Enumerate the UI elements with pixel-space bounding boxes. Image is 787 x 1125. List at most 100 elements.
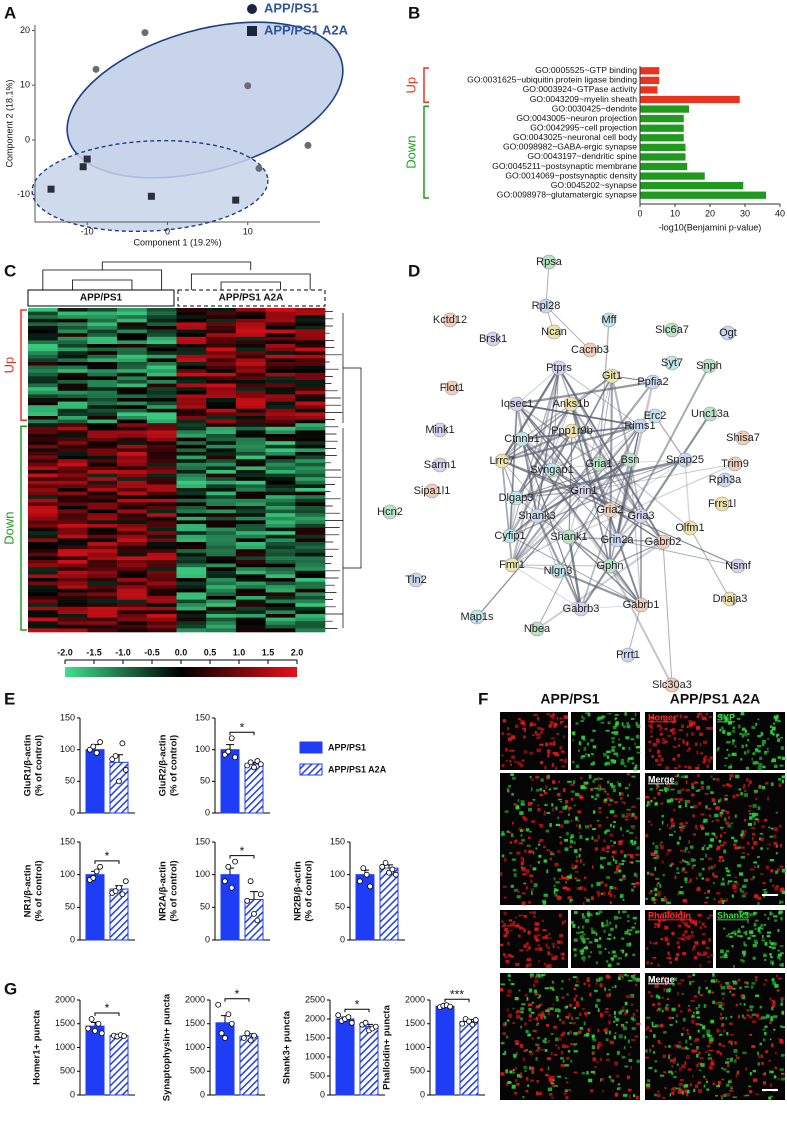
puncta bbox=[614, 871, 617, 873]
heatmap-cell bbox=[206, 430, 236, 434]
heatmap-cell bbox=[295, 589, 325, 593]
puncta bbox=[529, 931, 531, 935]
puncta bbox=[583, 717, 586, 720]
puncta bbox=[726, 1093, 730, 1097]
puncta bbox=[541, 975, 544, 978]
heatmap-cell bbox=[177, 474, 207, 478]
heatmap-cell bbox=[266, 567, 296, 571]
puncta bbox=[678, 946, 681, 949]
puncta bbox=[551, 1033, 554, 1035]
data-point bbox=[226, 749, 231, 754]
puncta bbox=[572, 924, 575, 928]
heatmap-cell bbox=[266, 538, 296, 542]
heatmap-cell bbox=[58, 337, 88, 341]
puncta bbox=[632, 1018, 636, 1021]
puncta bbox=[710, 756, 713, 759]
puncta bbox=[545, 1049, 548, 1052]
puncta bbox=[536, 789, 539, 792]
heatmap-cell bbox=[58, 448, 88, 452]
heatmap-cell bbox=[117, 423, 147, 427]
puncta bbox=[608, 952, 610, 954]
puncta bbox=[514, 873, 517, 877]
puncta bbox=[514, 761, 516, 763]
heatmap-cell bbox=[87, 492, 117, 496]
puncta bbox=[653, 1051, 655, 1054]
heatmap-cell bbox=[206, 621, 236, 625]
puncta bbox=[742, 951, 746, 954]
puncta bbox=[755, 1093, 759, 1095]
heatmap-cell bbox=[206, 463, 236, 467]
heatmap-cell bbox=[28, 614, 58, 618]
puncta bbox=[624, 854, 627, 857]
puncta bbox=[648, 991, 651, 993]
heatmap-cell bbox=[177, 416, 207, 420]
puncta bbox=[598, 1029, 600, 1032]
puncta bbox=[767, 847, 769, 849]
bar bbox=[640, 134, 684, 141]
puncta bbox=[539, 735, 541, 738]
data-point bbox=[248, 760, 253, 765]
heatmap-cell bbox=[28, 524, 58, 528]
heatmap-cell bbox=[177, 423, 207, 427]
puncta bbox=[726, 1032, 728, 1035]
heatmap-cell bbox=[177, 592, 207, 596]
heatmap-cell bbox=[28, 312, 58, 316]
node-label: Slc30a3 bbox=[652, 679, 692, 691]
heatmap-cell bbox=[147, 434, 177, 438]
puncta bbox=[708, 857, 712, 860]
heatmap-cell bbox=[147, 531, 177, 535]
puncta bbox=[728, 933, 730, 935]
heatmap-cell bbox=[177, 578, 207, 582]
puncta bbox=[678, 738, 681, 740]
puncta bbox=[726, 811, 729, 814]
puncta bbox=[723, 1094, 726, 1097]
y-tick-label: 500 bbox=[310, 1070, 325, 1080]
heatmap-cell bbox=[266, 387, 296, 391]
heatmap-cell bbox=[295, 391, 325, 395]
puncta bbox=[757, 865, 759, 868]
puncta bbox=[720, 1052, 722, 1055]
puncta bbox=[720, 827, 724, 829]
puncta bbox=[685, 1040, 687, 1044]
puncta bbox=[527, 1084, 529, 1086]
heatmap-cell bbox=[295, 384, 325, 388]
heatmap-cell bbox=[266, 510, 296, 514]
puncta bbox=[606, 762, 610, 765]
heatmap-cell bbox=[236, 348, 266, 352]
colorbar-label: -2.0 bbox=[57, 647, 73, 657]
puncta bbox=[719, 1043, 722, 1046]
puncta bbox=[618, 739, 620, 741]
puncta bbox=[754, 865, 756, 867]
puncta bbox=[614, 1061, 618, 1065]
puncta bbox=[680, 828, 683, 831]
puncta bbox=[556, 996, 559, 998]
heatmap-cell bbox=[236, 538, 266, 542]
puncta bbox=[633, 1013, 636, 1017]
y-tick-label: 150 bbox=[330, 836, 345, 846]
puncta bbox=[747, 750, 749, 754]
puncta bbox=[663, 1071, 666, 1073]
puncta bbox=[656, 995, 659, 999]
heatmap-cell bbox=[28, 474, 58, 478]
puncta bbox=[776, 975, 778, 977]
heatmap-cell bbox=[206, 412, 236, 416]
node-label: Kctd12 bbox=[433, 314, 467, 326]
puncta bbox=[529, 1014, 532, 1017]
puncta bbox=[664, 787, 667, 791]
heatmap-cell bbox=[117, 621, 147, 625]
puncta bbox=[560, 721, 564, 723]
puncta bbox=[678, 801, 680, 803]
puncta bbox=[645, 834, 648, 837]
puncta bbox=[586, 1071, 589, 1075]
heatmap-cell bbox=[58, 495, 88, 499]
puncta bbox=[611, 732, 614, 734]
puncta bbox=[780, 917, 782, 920]
puncta bbox=[706, 1030, 710, 1034]
heatmap-cell bbox=[87, 495, 117, 499]
puncta bbox=[781, 1003, 783, 1006]
puncta bbox=[778, 720, 781, 722]
heatmap-cell bbox=[206, 330, 236, 334]
puncta bbox=[744, 944, 747, 946]
heatmap-cell bbox=[177, 553, 207, 557]
puncta bbox=[752, 846, 754, 849]
